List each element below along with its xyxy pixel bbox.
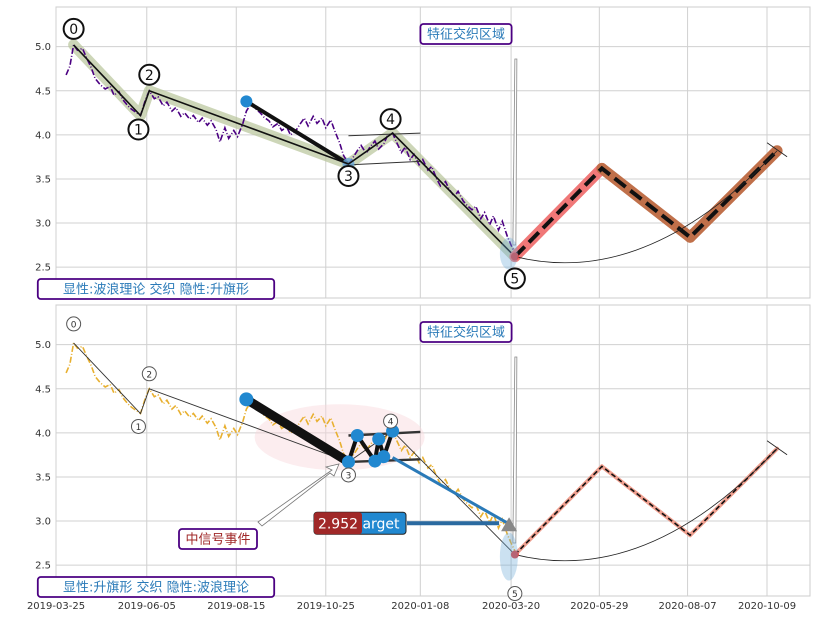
wave-label-small-0: 0 <box>71 320 77 330</box>
y-tick-label: 3.5 <box>35 174 51 185</box>
plot-frame <box>55 6 811 299</box>
wave-label-2: 2 <box>145 68 154 84</box>
event-label: 中信号事件 <box>185 533 250 548</box>
y-tick-label: 5.0 <box>35 340 51 351</box>
annotation-top: 特征交织区域 <box>427 27 505 43</box>
legend-top-box <box>36 278 276 300</box>
flag-pole-bottom <box>241 394 353 467</box>
forecast-bottom-cup-tick <box>766 440 788 456</box>
y-tick-label: 2.5 <box>35 263 51 274</box>
legend-top: 显性:波浪理论 交织 隐性:升旗形 <box>63 282 249 298</box>
wave-label-circle-small <box>383 413 399 429</box>
forecast-bottom-cup-arc <box>514 448 778 562</box>
forecast-top-cup-arc <box>514 150 778 264</box>
y-tick-label: 4.5 <box>35 86 51 97</box>
y-tick-label: 3.0 <box>35 219 51 230</box>
forecast-top-start-dot <box>510 252 519 261</box>
volume-spike <box>512 58 518 246</box>
wave-label-circle-small <box>507 586 523 602</box>
flag-point-marker <box>372 432 386 446</box>
flag-point-marker <box>377 450 391 464</box>
x-tick-label: 2020-03-20 <box>482 601 540 612</box>
wave-label-small-2: 2 <box>146 370 152 380</box>
wave-label-1: 1 <box>134 122 143 138</box>
forecast-top-cup-tick <box>766 142 788 158</box>
y-tick-label: 5.0 <box>35 42 51 53</box>
event-arrow <box>257 463 340 527</box>
x-tick-label: 2020-01-08 <box>391 601 449 612</box>
breakout-line <box>391 456 508 525</box>
volume-spike <box>512 356 518 544</box>
legend-bottom-box <box>36 576 276 598</box>
wave-label-circle <box>337 164 360 187</box>
x-tick-label: 2019-08-15 <box>207 601 265 612</box>
flag-upper-line <box>348 132 421 137</box>
wave-label-small-5: 5 <box>512 590 518 600</box>
wave5-highlight <box>499 237 518 270</box>
target-value: 2.952 <box>318 516 358 532</box>
flag-point-marker <box>341 455 355 469</box>
wave-line <box>73 44 516 258</box>
wave-label-0: 0 <box>69 22 78 38</box>
x-tick-label: 2020-05-29 <box>570 601 628 612</box>
wave-label-circle-small <box>141 366 157 382</box>
wave-label-3: 3 <box>344 169 353 185</box>
wave-label-5: 5 <box>510 272 519 288</box>
wave-line-thin <box>73 342 516 555</box>
x-tick-label: 2019-03-25 <box>27 601 85 612</box>
x-tick-label: 2019-06-05 <box>118 601 176 612</box>
wave-label-small-1: 1 <box>136 423 142 433</box>
bottom-panel: 2.5 3.0 3.5 4.0 4.5 5.0 0 1 2 3 4 5 2.952 arget 中信号事件 特… <box>35 304 811 602</box>
legend-bottom: 显性:升旗形 交织 隐性:波浪理论 <box>63 580 249 596</box>
flag-start-marker <box>240 95 253 108</box>
forecast-top-line <box>513 149 779 259</box>
wave-label-small-4: 4 <box>388 418 394 428</box>
wave-label-circle <box>503 267 526 290</box>
x-axis: 2019-03-25 2019-06-05 2019-08-15 2019-10-25… <box>27 601 796 612</box>
wave-label-circle <box>62 17 85 40</box>
x-tick-label: 2020-10-09 <box>738 601 796 612</box>
wave5-highlight-bottom <box>499 532 518 581</box>
y-tick-label: 4.0 <box>35 428 51 439</box>
event-label-box <box>178 528 258 550</box>
flag-start-marker-bottom <box>239 392 254 407</box>
wave-label-circle-small <box>340 467 356 483</box>
forecast-bottom-start-dot <box>510 550 519 559</box>
y-tick-label: 3.0 <box>35 517 51 528</box>
y-tick-label: 4.0 <box>35 130 51 141</box>
wave-label-small-3: 3 <box>346 471 352 481</box>
wave-label-circle-small <box>130 418 146 434</box>
annotation-bottom: 特征交织区域 <box>427 325 505 341</box>
x-tick-label: 2020-08-07 <box>659 601 717 612</box>
annotation-top-box <box>419 23 513 45</box>
wave-label-4: 4 <box>386 112 395 128</box>
forecast-bottom-line <box>514 448 778 556</box>
flag-lower-line <box>348 160 421 166</box>
target-marker <box>501 517 518 532</box>
x-tick-label: 2019-10-25 <box>297 601 355 612</box>
wave-label-circle <box>379 108 402 131</box>
flag-pole <box>245 99 350 166</box>
wave-label-circle-small <box>66 316 82 332</box>
annotation-bottom-box <box>419 321 513 343</box>
wave-label-circle <box>127 118 150 141</box>
wave-label-circle <box>138 63 161 86</box>
flag-point-marker <box>350 429 364 443</box>
y-tick-label: 3.5 <box>35 472 51 483</box>
y-tick-label: 2.5 <box>35 561 51 572</box>
y-tick-label: 4.5 <box>35 384 51 395</box>
target-text: arget <box>362 516 400 532</box>
plot-frame <box>55 304 811 597</box>
target-value-box <box>314 512 362 535</box>
